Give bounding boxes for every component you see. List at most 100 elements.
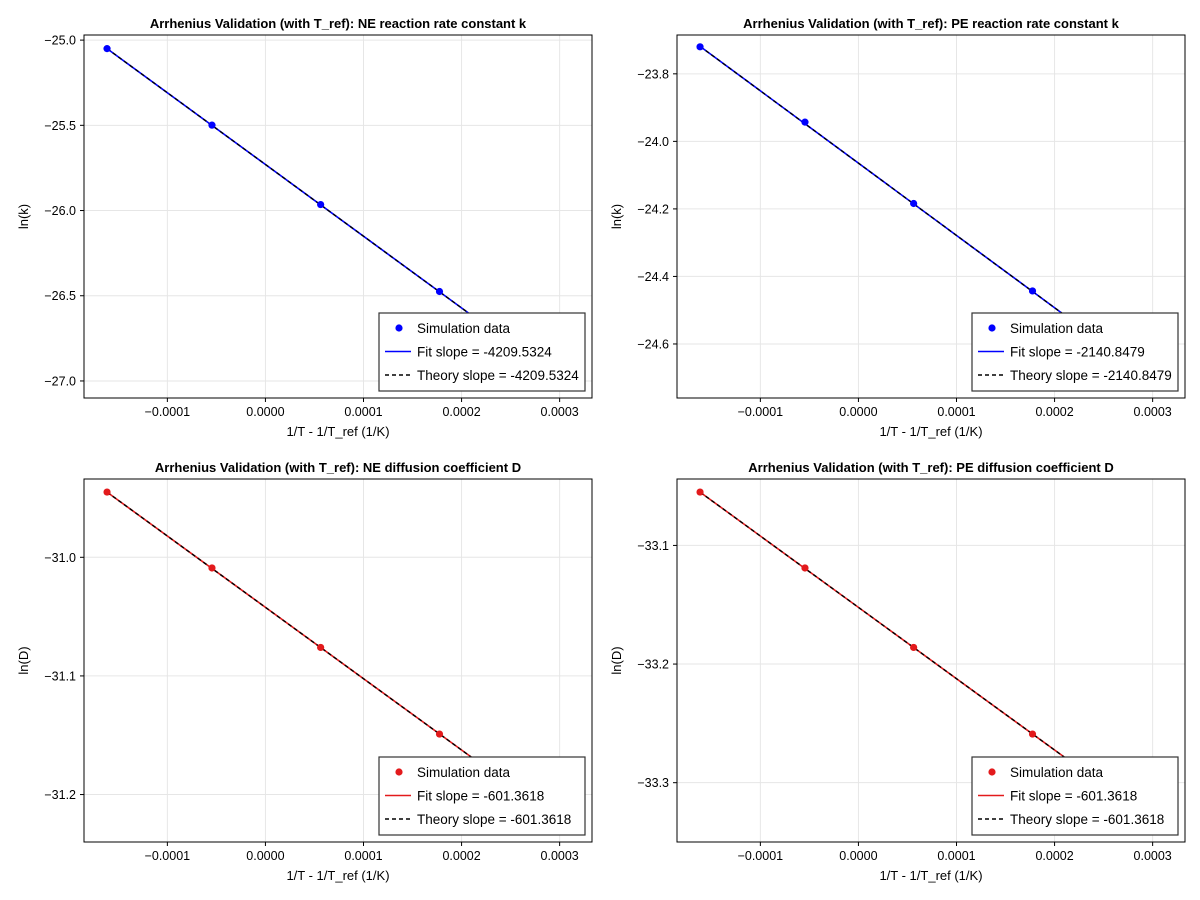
chart2-data-point: [910, 199, 918, 208]
chart2-x-tick-label: 0.0000: [839, 405, 877, 419]
chart4-panel: −0.0001 0.0000 0.0001 0.0002 0.0003 −33.1 −33.…: [609, 460, 1186, 883]
chart3-panel: −0.0001 0.0000 0.0001 0.0002 0.0003 −31.0 −31.…: [16, 460, 593, 883]
chart2-legend-label-theory: Theory slope = -2140.8479: [1010, 368, 1172, 383]
chart1-title: Arrhenius Validation (with T_ref): NE re…: [150, 16, 527, 31]
chart1-x-tick-label: 0.0003: [541, 405, 579, 419]
chart4-legend-label-data: Simulation data: [1010, 765, 1104, 780]
chart1-data-point: [103, 45, 111, 53]
chart1-y-axis-label: ln(k): [16, 204, 31, 229]
chart1-axes-frame: [83, 34, 593, 399]
chart2-plot-area: [696, 43, 1065, 316]
chart1-theory-line: [106, 48, 472, 316]
chart3-legend-label-data: Simulation data: [417, 765, 511, 780]
chart4-y-axis-label: ln(D): [609, 646, 624, 674]
chart2-y-tick-label: −24.0: [637, 135, 669, 149]
chart2-legend-marker-data: [988, 324, 996, 332]
chart2-x-axis-label: 1/T - 1/T_ref (1/K): [879, 424, 982, 439]
chart2-axes-frame: [676, 34, 1186, 399]
chart2-x-tick-label: 0.0002: [1035, 405, 1073, 419]
chart3-x-axis-label: 1/T - 1/T_ref (1/K): [286, 868, 389, 883]
chart4-theory-line: [699, 491, 1065, 758]
chart2-title: Arrhenius Validation (with T_ref): PE re…: [743, 16, 1119, 31]
chart1-y-tick-label: −26.0: [44, 204, 76, 218]
chart4-x-axis-label: 1/T - 1/T_ref (1/K): [879, 868, 982, 883]
chart3-x-tick-label: 0.0001: [344, 849, 382, 863]
chart3-legend-box: [378, 756, 586, 836]
chart2-x-tick-label: 0.0001: [937, 405, 975, 419]
chart4-x-tick-label: 0.0001: [937, 849, 975, 863]
chart3-plot-area: [103, 488, 472, 758]
chart1-data-point: [435, 287, 444, 296]
chart1-panel: −0.0001 0.0000 0.0001 0.0002 0.0003 −25.0 −25.…: [16, 16, 593, 439]
chart4-x-tick-label: −0.0001: [738, 849, 784, 863]
chart1-legend-marker-data: [395, 324, 403, 332]
chart4-data-point: [1028, 730, 1037, 738]
chart4-y-tick-label: −33.1: [637, 539, 669, 553]
chart4-y-tick-label: −33.2: [637, 658, 669, 672]
chart3-legend-label-theory: Theory slope = -601.3618: [417, 812, 571, 827]
chart2-x-tick-label: 0.0003: [1134, 405, 1172, 419]
chart1-data-point: [317, 200, 325, 209]
chart1-y-tick-label: −26.5: [44, 289, 76, 303]
chart3-x-tick-label: 0.0002: [442, 849, 480, 863]
chart1-legend: Simulation data Fit slope = -4209.5324 The…: [378, 312, 586, 392]
chart3-data-point: [435, 730, 444, 738]
chart4-plot-area: [696, 488, 1065, 758]
chart1-y-tick-label: −27.0: [44, 374, 76, 388]
chart4-legend: Simulation data Fit slope = -601.3618 Theo…: [971, 756, 1179, 836]
chart4-legend-box: [971, 756, 1179, 836]
chart3-y-axis-label: ln(D): [16, 646, 31, 674]
chart3-y-tick-label: −31.2: [44, 788, 76, 802]
chart4-x-tick-label: 0.0003: [1134, 849, 1172, 863]
chart2-y-tick-label: −24.6: [637, 337, 669, 351]
chart2-legend-box: [971, 312, 1179, 392]
chart4-legend-label-fit: Fit slope = -601.3618: [1010, 788, 1137, 803]
chart4-title: Arrhenius Validation (with T_ref): PE di…: [748, 460, 1113, 475]
chart3-title: Arrhenius Validation (with T_ref): NE di…: [155, 460, 521, 475]
chart1-x-axis-label: 1/T - 1/T_ref (1/K): [286, 424, 389, 439]
chart3-data-point: [103, 488, 111, 496]
chart4-data-point: [801, 564, 809, 572]
chart1-data-point: [208, 121, 216, 129]
chart1-x-tick-label: 0.0002: [442, 405, 480, 419]
chart3-y-tick-label: −31.1: [44, 669, 76, 683]
chart2-y-tick-label: −24.4: [637, 270, 669, 284]
chart3-x-tick-label: 0.0003: [541, 849, 579, 863]
chart2-theory-line: [699, 45, 1065, 316]
chart3-theory-line: [106, 491, 472, 758]
chart2-legend-label-fit: Fit slope = -2140.8479: [1010, 344, 1145, 359]
chart3-axes-frame: [83, 478, 593, 843]
chart4-legend-label-theory: Theory slope = -601.3618: [1010, 812, 1164, 827]
chart2-data-point: [696, 43, 704, 51]
chart1-legend-label-data: Simulation data: [417, 321, 511, 336]
chart3-data-point: [317, 643, 325, 652]
chart1-legend-box: [378, 312, 586, 392]
chart2-legend-label-data: Simulation data: [1010, 321, 1104, 336]
chart1-x-tick-label: 0.0000: [246, 405, 284, 419]
chart3-x-tick-label: 0.0000: [246, 849, 284, 863]
chart3-y-tick-label: −31.0: [44, 551, 76, 565]
chart2-y-tick-label: −23.8: [637, 67, 669, 81]
chart2-y-tick-label: −24.2: [637, 202, 669, 216]
chart1-legend-label-fit: Fit slope = -4209.5324: [417, 344, 552, 359]
chart1-plot-area: [103, 45, 472, 316]
chart3-data-point: [208, 564, 216, 572]
chart3-legend: Simulation data Fit slope = -601.3618 Theo…: [378, 756, 586, 836]
chart3-legend-label-fit: Fit slope = -601.3618: [417, 788, 544, 803]
chart2-data-point: [801, 118, 809, 126]
chart4-y-tick-label: −33.3: [637, 776, 669, 790]
chart1-y-tick-label: −25.0: [44, 34, 76, 48]
chart3-legend-marker-data: [395, 768, 403, 776]
chart4-legend-marker-data: [988, 768, 996, 776]
chart4-x-tick-label: 0.0002: [1035, 849, 1073, 863]
chart4-data-point: [910, 643, 918, 652]
chart1-legend-label-theory: Theory slope = -4209.5324: [417, 368, 579, 383]
chart2-x-tick-label: −0.0001: [738, 405, 784, 419]
chart3-x-tick-label: −0.0001: [145, 849, 191, 863]
chart4-axes-frame: [676, 478, 1186, 843]
chart2-panel: −0.0001 0.0000 0.0001 0.0002 0.0003 −23.8 −24.…: [609, 16, 1186, 439]
chart1-y-tick-label: −25.5: [44, 119, 76, 133]
chart4-data-point: [696, 488, 704, 496]
chart2-y-axis-label: ln(k): [609, 204, 624, 229]
